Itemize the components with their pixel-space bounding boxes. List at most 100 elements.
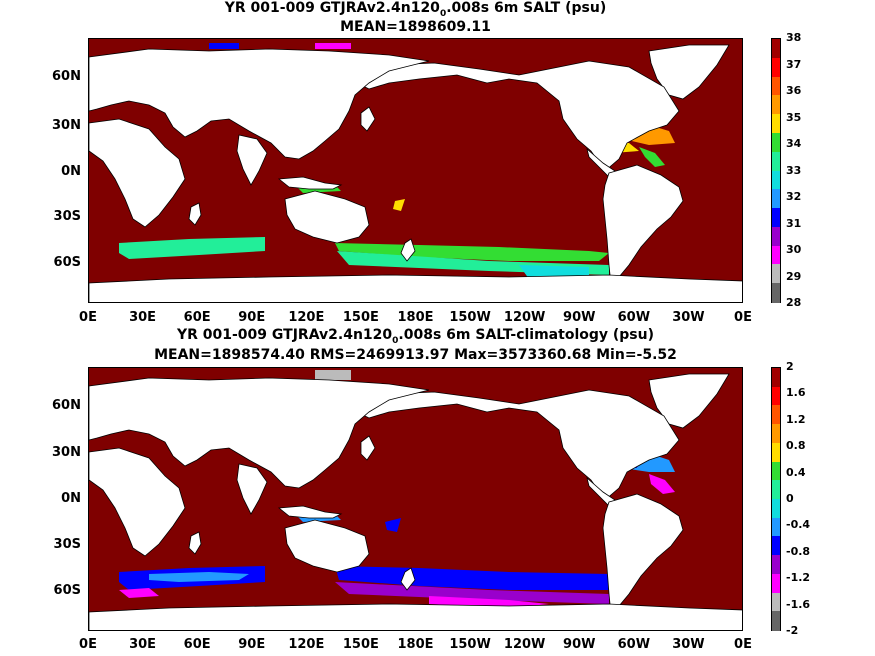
- top-colorbar-label: 31: [786, 216, 802, 230]
- top-colorbar: [771, 38, 781, 304]
- bottom-land-new-zealand: [400, 567, 416, 591]
- top-colorbar-swatch: [772, 226, 780, 247]
- bottom-salinity-patch: [335, 582, 609, 604]
- top-lat-label-60n: 60N: [52, 69, 81, 84]
- top-lat-label-30n: 30N: [52, 118, 81, 133]
- bottom-colorbar-label: 2: [786, 360, 794, 373]
- bottom-colorbar-label: 0.4: [786, 465, 806, 479]
- top-land-south-america: [602, 164, 684, 286]
- bottom-land-europe-asia: [89, 377, 430, 489]
- top-colorbar-swatch: [772, 151, 780, 172]
- bottom-colorbar-swatch: [772, 555, 780, 576]
- bottom-colorbar-swatch: [772, 573, 780, 594]
- bottom-colorbar-swatch: [772, 386, 780, 407]
- bottom-land-antarctica: [89, 603, 742, 630]
- top-colorbar-swatch: [772, 208, 780, 229]
- top-map-stats: MEAN=1898609.11: [340, 19, 491, 35]
- bottom-lon-label-1: 30E: [129, 637, 157, 652]
- bottom-lat-label-0n: 0N: [61, 491, 81, 506]
- top-land-greenland: [648, 44, 730, 100]
- top-colorbar-swatch: [772, 39, 780, 60]
- top-lon-label-5: 150E: [342, 310, 379, 325]
- bottom-colorbar-swatch: [772, 461, 780, 482]
- bottom-salinity-patch: [119, 588, 159, 598]
- top-colorbar-swatch: [772, 114, 780, 135]
- top-colorbar-label: 30: [786, 243, 802, 256]
- bottom-salinity-patch: [315, 370, 351, 380]
- bottom-colorbar-label: -1.6: [786, 597, 811, 611]
- top-lon-label-3: 90E: [238, 310, 266, 325]
- top-lon-label-8: 120W: [503, 310, 546, 325]
- top-lon-label-1: 30E: [129, 310, 157, 325]
- bottom-lon-label-0: 0E: [79, 637, 97, 652]
- top-lon-label-7: 150W: [449, 310, 491, 325]
- top-lon-label-9: 90W: [563, 310, 596, 325]
- top-colorbar-swatch: [772, 264, 780, 285]
- top-colorbar-swatch: [772, 245, 780, 266]
- bottom-colorbar-label: -0.4: [786, 518, 811, 532]
- bottom-colorbar-label: 1.6: [786, 386, 806, 400]
- bottom-land-greenland: [648, 373, 730, 429]
- bottom-land-india: [236, 463, 268, 515]
- bottom-lon-label-12: 0E: [734, 637, 752, 652]
- top-colorbar-label: 32: [786, 190, 802, 203]
- bottom-colorbar-label: 0: [786, 492, 794, 505]
- bottom-lat-label-60s: 60S: [53, 583, 81, 598]
- bottom-colorbar-label: -2: [786, 624, 799, 637]
- top-colorbar-swatch: [772, 132, 780, 154]
- bottom-colorbar-label: -1.2: [786, 571, 811, 585]
- top-colorbar-swatch: [772, 76, 780, 97]
- top-lon-label-0: 0E: [79, 310, 97, 325]
- bottom-colorbar-swatch: [772, 517, 780, 538]
- bottom-salinity-patch: [149, 572, 249, 582]
- bottom-colorbar-swatch: [772, 611, 780, 632]
- bottom-lat-label-60n: 60N: [52, 398, 81, 413]
- top-colorbar-swatch: [772, 57, 780, 78]
- top-lon-label-4: 120E: [288, 310, 325, 325]
- top-land-europe-asia: [89, 48, 430, 160]
- bottom-lon-label-11: 30W: [672, 637, 705, 652]
- top-salinity-patch: [639, 147, 665, 167]
- bottom-lon-label-3: 90E: [238, 637, 266, 652]
- top-colorbar-label: 28: [786, 296, 802, 309]
- bottom-lon-label-4: 120E: [288, 637, 325, 652]
- top-map-title: YR 001-009 GTJRAv2.4n1200.008s 6m SALT (…: [224, 0, 607, 19]
- bottom-colorbar-swatch: [772, 405, 780, 426]
- top-lon-label-10: 60W: [617, 310, 651, 325]
- top-land-madagascar: [188, 202, 202, 226]
- top-land-new-zealand: [400, 238, 416, 262]
- top-colorbar-label: 34: [786, 137, 802, 150]
- top-lat-label-30s: 30S: [53, 209, 81, 224]
- bottom-colorbar-swatch: [772, 480, 780, 501]
- bottom-lon-label-2: 60E: [183, 637, 211, 652]
- bottom-colorbar-label: 0.8: [786, 439, 806, 453]
- top-salinity-patch: [315, 43, 351, 49]
- bottom-lat-label-30s: 30S: [53, 537, 81, 552]
- top-colorbar-label: 36: [786, 84, 802, 97]
- top-lon-label-12: 0E: [734, 310, 752, 325]
- bottom-colorbar-swatch: [772, 424, 780, 445]
- top-land-antarctica: [89, 274, 742, 302]
- bottom-colorbar: [771, 367, 781, 632]
- bottom-lon-label-6: 180E: [397, 637, 434, 652]
- top-land-north-america: [352, 60, 680, 172]
- bottom-land-north-america: [352, 389, 680, 501]
- bottom-land-japan: [360, 435, 376, 461]
- bottom-salinity-patch: [649, 474, 675, 494]
- bottom-land-madagascar: [188, 531, 202, 555]
- bottom-land-south-america: [602, 493, 684, 615]
- bottom-colorbar-label: -0.8: [786, 544, 811, 558]
- bottom-lon-label-9: 90W: [563, 637, 596, 652]
- top-salinity-patch: [119, 237, 265, 259]
- bottom-colorbar-swatch: [772, 368, 780, 389]
- top-land-japan: [360, 106, 376, 132]
- bottom-colorbar-label: 1.2: [786, 412, 806, 426]
- bottom-map-title: YR 001-009 GTJRAv2.4n1200.008s 6m SALT-c…: [176, 327, 654, 346]
- top-land-india: [236, 134, 268, 186]
- bottom-lon-label-8: 120W: [503, 637, 546, 652]
- top-lat-label-60s: 60S: [53, 255, 81, 270]
- bottom-land-australia: [284, 519, 370, 573]
- bottom-land-indonesia: [277, 505, 343, 519]
- bottom-lon-label-5: 150E: [342, 637, 379, 652]
- bottom-salinity-patch: [385, 518, 401, 532]
